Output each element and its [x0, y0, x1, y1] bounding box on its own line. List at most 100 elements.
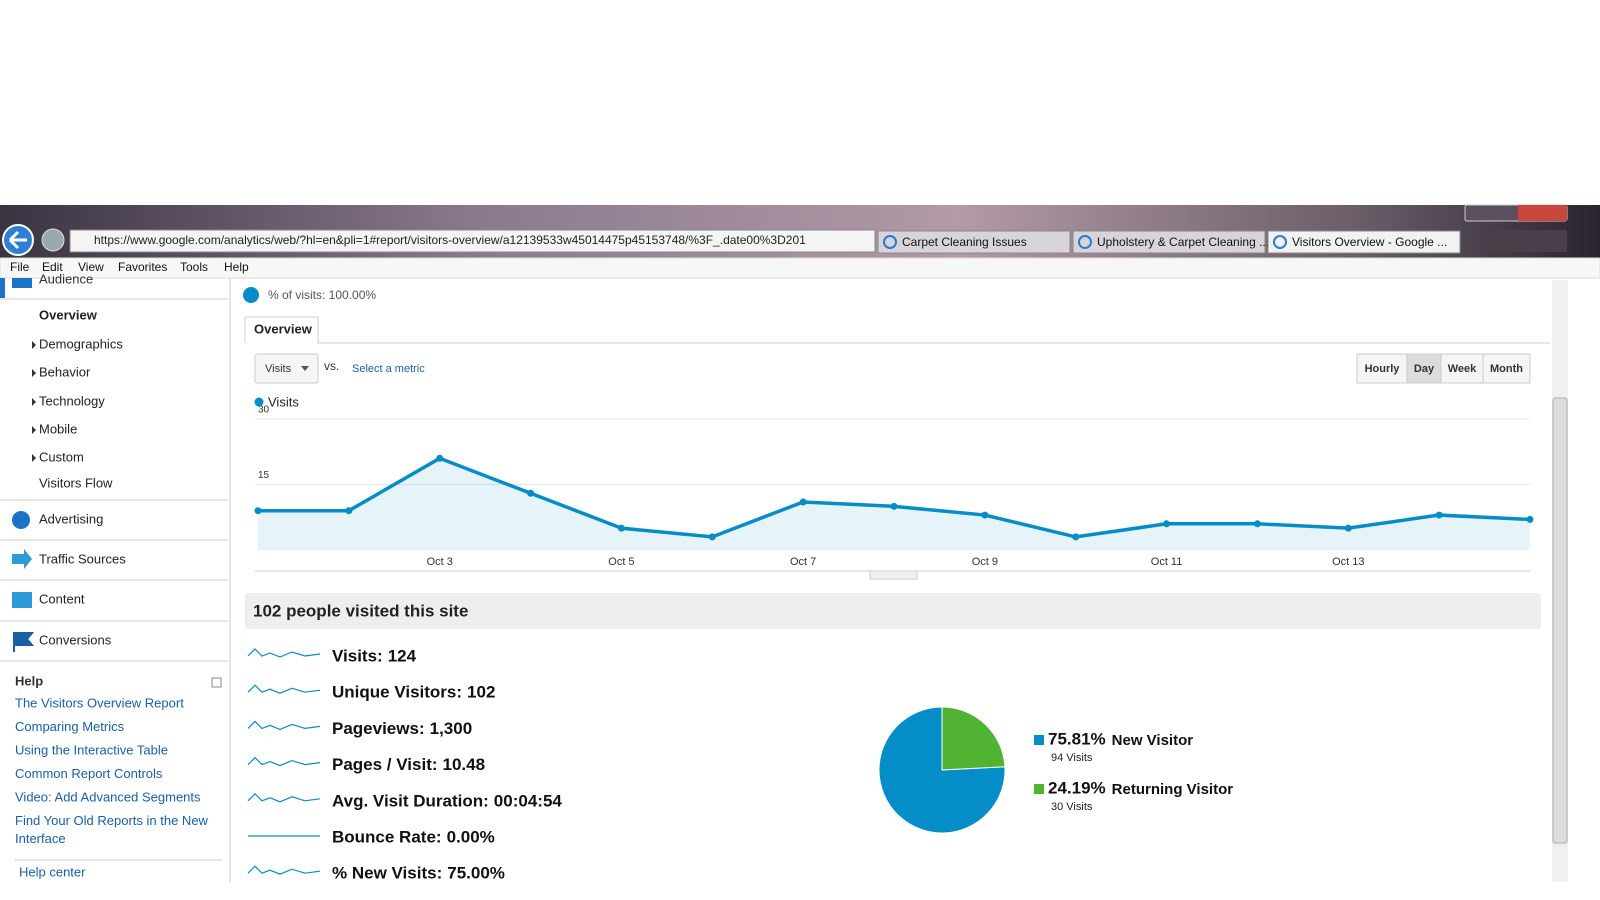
metric-dropdown[interactable]: [254, 353, 319, 384]
metric-label: % New Visits:: [332, 864, 442, 883]
period-label[interactable]: Month: [1490, 363, 1523, 375]
metric-value: 124: [388, 646, 417, 665]
x-tick-label: Oct 3: [427, 556, 453, 568]
nav-item[interactable]: Traffic Sources: [39, 551, 126, 566]
tab-box: [244, 316, 319, 343]
point[interactable]: [1163, 520, 1171, 528]
metric-label: Avg. Visit Duration:: [332, 791, 489, 810]
pie-note: 94 Visits: [1051, 752, 1093, 764]
tab-title[interactable]: Carpet Cleaning Issues: [902, 235, 1027, 249]
point[interactable]: [708, 533, 716, 541]
tab-icon: [1273, 235, 1287, 249]
expand-arrow: [32, 369, 36, 377]
period-label[interactable]: Day: [1414, 363, 1435, 375]
sidebar-item[interactable]: Mobile: [39, 421, 77, 436]
browser-tab[interactable]: [1072, 230, 1266, 254]
tab-title[interactable]: Visitors Overview - Google ...: [1292, 235, 1447, 249]
advertising-icon: [12, 511, 30, 529]
pie-legend-name: Returning Visitor: [1112, 781, 1234, 798]
metric-value: 75.00%: [447, 864, 505, 883]
sparkline: [247, 865, 321, 875]
menu-item[interactable]: Help: [224, 260, 249, 274]
point[interactable]: [1435, 511, 1443, 519]
toolbar-icons[interactable]: [1489, 230, 1567, 252]
period-button[interactable]: [1440, 353, 1484, 384]
help-link[interactable]: Video: Add Advanced Segments: [15, 789, 201, 804]
sparkline: [247, 792, 321, 803]
menu-item[interactable]: Tools: [180, 260, 208, 274]
tab-icon: [883, 235, 897, 249]
browser-tab[interactable]: [877, 230, 1071, 254]
back-arrow: [8, 230, 27, 250]
x-tick-label: Oct 7: [790, 556, 816, 568]
select-metric[interactable]: Select a metric: [352, 363, 425, 375]
point[interactable]: [617, 524, 625, 532]
sidebar-item[interactable]: Visitors Flow: [39, 475, 113, 490]
url[interactable]: https://www.google.com/analytics/web/?hl…: [94, 233, 806, 247]
point[interactable]: [1526, 515, 1534, 523]
help-center[interactable]: Help center: [19, 864, 86, 879]
pie-legend-name: New Visitor: [1112, 732, 1194, 749]
help-link[interactable]: The Visitors Overview Report: [15, 695, 184, 710]
browser-tab[interactable]: [1267, 230, 1461, 254]
point[interactable]: [1072, 533, 1080, 541]
report-tab[interactable]: Overview: [254, 321, 313, 336]
help-link[interactable]: Comparing Metrics: [15, 719, 125, 734]
legend-swatch: [1034, 784, 1044, 794]
close-button[interactable]: [1518, 205, 1567, 221]
period-button[interactable]: [1406, 353, 1442, 384]
address-bar[interactable]: [69, 229, 876, 253]
x-tick-label: Oct 5: [608, 556, 634, 568]
pie-note: 30 Visits: [1051, 801, 1093, 813]
pie-value-label: 75.81%: [1048, 729, 1106, 748]
help-link[interactable]: Find Your Old Reports in the New: [15, 813, 209, 828]
point[interactable]: [1253, 520, 1261, 528]
metric-label: Pages / Visit:: [332, 755, 438, 774]
content-icon: [12, 592, 32, 608]
help-link[interactable]: Interface: [15, 831, 66, 846]
point[interactable]: [890, 502, 898, 510]
menu-item[interactable]: File: [10, 260, 30, 274]
scroll-thumb[interactable]: [1552, 397, 1568, 844]
period-button[interactable]: [1482, 353, 1531, 384]
point[interactable]: [981, 511, 989, 519]
metric-value: 00:04:54: [494, 791, 563, 810]
point[interactable]: [345, 507, 353, 515]
legend-label: Visits: [268, 394, 299, 409]
collapse-help[interactable]: [211, 677, 222, 688]
help-link[interactable]: Common Report Controls: [15, 766, 163, 781]
menu-bar: [0, 257, 1600, 279]
point[interactable]: [799, 498, 807, 506]
pie-value-label: 24.19%: [1048, 778, 1106, 797]
audience-icon: [12, 278, 32, 288]
pie-slice[interactable]: [941, 706, 1006, 771]
point[interactable]: [436, 454, 444, 462]
nav-item[interactable]: Conversions: [39, 632, 112, 647]
metric-value: 0.00%: [447, 827, 495, 846]
sidebar-item[interactable]: Demographics: [39, 336, 123, 351]
sidebar-item[interactable]: Behavior: [39, 364, 91, 379]
help-link[interactable]: Using the Interactive Table: [15, 742, 168, 757]
metric-label: Bounce Rate:: [332, 827, 442, 846]
forward-button[interactable]: [41, 228, 65, 252]
menu-item[interactable]: Favorites: [118, 260, 167, 274]
period-button[interactable]: [1356, 353, 1408, 384]
sidebar-item[interactable]: Overview: [39, 307, 98, 322]
menu-item[interactable]: Edit: [42, 260, 63, 274]
nav-item[interactable]: Advertising: [39, 511, 103, 526]
nav-item[interactable]: Content: [39, 591, 85, 606]
period-label[interactable]: Week: [1448, 363, 1477, 375]
sidebar-item[interactable]: Technology: [39, 393, 105, 408]
sidebar-item[interactable]: Custom: [39, 449, 84, 464]
menu-item[interactable]: View: [78, 260, 104, 274]
point[interactable]: [1344, 524, 1352, 532]
segment-label: % of visits: 100.00%: [268, 288, 376, 302]
expand-arrow: [32, 398, 36, 406]
metric-value: 10.48: [443, 755, 486, 774]
point[interactable]: [527, 489, 535, 497]
chart-toggle[interactable]: [869, 570, 918, 580]
point[interactable]: [254, 507, 262, 515]
tab-title[interactable]: Upholstery & Carpet Cleaning ...: [1097, 235, 1269, 249]
period-label[interactable]: Hourly: [1365, 363, 1401, 375]
